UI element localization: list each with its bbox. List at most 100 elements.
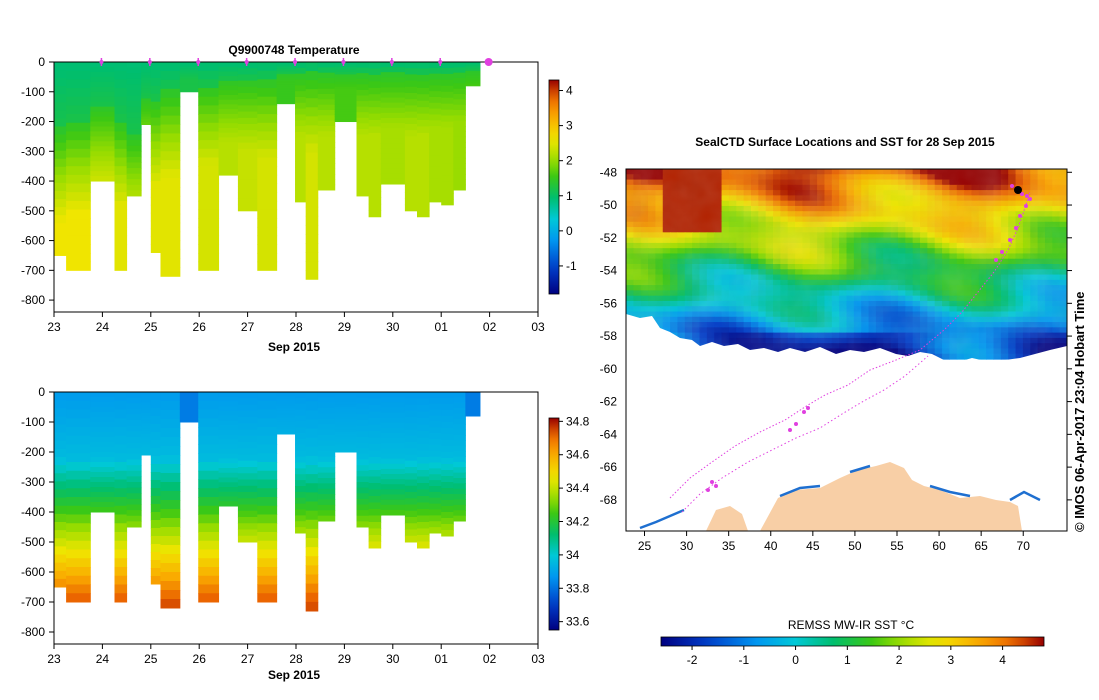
salinity-cell — [218, 396, 239, 402]
salinity-cell — [90, 472, 115, 478]
temperature-cell — [417, 107, 430, 115]
temperature-panel: Q9900748 Temperature 0 -100 -200 -300 -400 -5… — [21, 43, 577, 354]
salinity-cell — [90, 487, 115, 493]
salinity-cell — [465, 400, 481, 402]
temperature-cell — [334, 101, 357, 105]
salinity-cell — [465, 399, 481, 401]
temperature-cell — [218, 151, 239, 157]
temperature-cell — [237, 80, 258, 88]
temperature-cell — [380, 107, 406, 114]
temperature-cell — [417, 132, 430, 140]
temperature-cell — [465, 62, 481, 65]
temperature-cell — [441, 127, 454, 134]
temperature-cell — [160, 151, 181, 161]
temperature-cell — [380, 82, 406, 88]
salinity-cell — [380, 479, 406, 485]
salinity-cell — [276, 430, 296, 433]
salinity-cell — [465, 414, 481, 416]
salinity-cell — [417, 392, 430, 399]
salinity-cell — [429, 527, 442, 534]
temperature-cell — [465, 84, 481, 87]
temperature-cell — [368, 178, 382, 186]
temperature-cell — [404, 62, 418, 69]
temperature-cell — [380, 62, 406, 68]
salinity-cell — [368, 483, 382, 490]
salinity-cell — [317, 429, 336, 436]
salinity-cell — [66, 523, 91, 533]
temperature-cell — [465, 82, 481, 85]
temperature-cell — [218, 156, 239, 162]
salinity-cell — [295, 409, 307, 416]
salinity-cell — [380, 402, 406, 408]
temperature-cell — [380, 87, 406, 94]
salinity-cell — [54, 554, 67, 564]
salinity-cell — [198, 392, 220, 402]
salinity-cell — [257, 444, 278, 454]
salinity-cell — [114, 470, 128, 480]
salinity-cell — [334, 417, 357, 420]
temperature-cell — [334, 111, 357, 115]
temperature-cell — [141, 82, 152, 86]
x-tick-label: 28 — [289, 652, 303, 666]
temperature-cell — [453, 88, 466, 95]
temperature-cell — [317, 184, 336, 191]
salinity-cell — [305, 465, 319, 475]
temperature-cell — [257, 218, 278, 228]
temperature-cell — [179, 63, 199, 65]
temperature-cell — [237, 74, 258, 82]
temperature-cell — [54, 215, 67, 224]
salinity-cell — [465, 402, 481, 404]
temperature-cell — [126, 151, 142, 158]
salinity-cell — [453, 392, 466, 398]
temperature-cell — [334, 104, 357, 108]
salinity-cell — [356, 442, 370, 449]
salinity-cell — [237, 410, 258, 418]
salinity-cell — [305, 601, 319, 612]
y-tick-label: -200 — [21, 445, 45, 459]
temperature-cell — [317, 62, 336, 68]
temperature-cell — [198, 62, 220, 72]
salinity-cell — [276, 393, 296, 396]
salinity-cell — [126, 442, 142, 449]
salinity-cell — [198, 540, 220, 550]
temperature-cell — [179, 80, 199, 83]
salinity-cell — [54, 408, 67, 417]
salinity-cell — [305, 538, 319, 548]
salinity-cell — [218, 430, 239, 436]
salinity-cell — [356, 504, 370, 511]
salinity-cell — [368, 450, 382, 458]
temperature-cell — [257, 148, 278, 158]
temperature-cell — [404, 179, 418, 187]
temperature-cell — [179, 73, 199, 75]
salinity-cell — [356, 437, 370, 444]
salinity-cell — [141, 434, 152, 438]
sst-colorbar — [660, 636, 1045, 647]
temperature-cell — [150, 69, 161, 79]
salinity-cell — [276, 392, 296, 395]
temperature-cell — [54, 223, 67, 232]
salinity-cell — [160, 500, 181, 510]
sea-ice-white-area — [626, 314, 1067, 531]
salinity-panel: 0 -100 -200 -300 -400 -500 -600 -700 -800 23 24 25… — [21, 385, 590, 682]
current-location-marker — [1014, 186, 1022, 194]
salinity-cell — [179, 413, 199, 415]
temperature-cell — [441, 121, 454, 128]
temperature-cell — [218, 66, 239, 72]
salinity-cell — [237, 510, 258, 518]
salinity-cell — [141, 418, 152, 422]
salinity-cell — [368, 476, 382, 484]
salinity-cell — [417, 535, 430, 542]
salinity-cell — [237, 535, 258, 543]
colorbar-tick-label: 0 — [566, 224, 573, 238]
salinity-cell — [317, 418, 336, 425]
temperature-cell — [198, 148, 220, 158]
salinity-cell — [295, 456, 307, 463]
salinity-cell — [90, 392, 115, 398]
salinity-cell — [54, 570, 67, 580]
temperature-cell — [150, 77, 161, 87]
temperature-cell — [317, 83, 336, 90]
temperature-cell — [237, 142, 258, 150]
salinity-cell — [218, 453, 239, 459]
temperature-cell — [114, 148, 128, 158]
surfacing-marker-dot — [293, 60, 298, 64]
